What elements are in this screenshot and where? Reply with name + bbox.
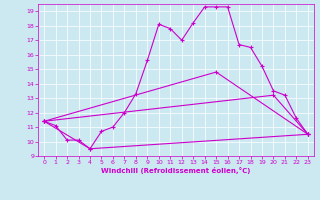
X-axis label: Windchill (Refroidissement éolien,°C): Windchill (Refroidissement éolien,°C) bbox=[101, 167, 251, 174]
